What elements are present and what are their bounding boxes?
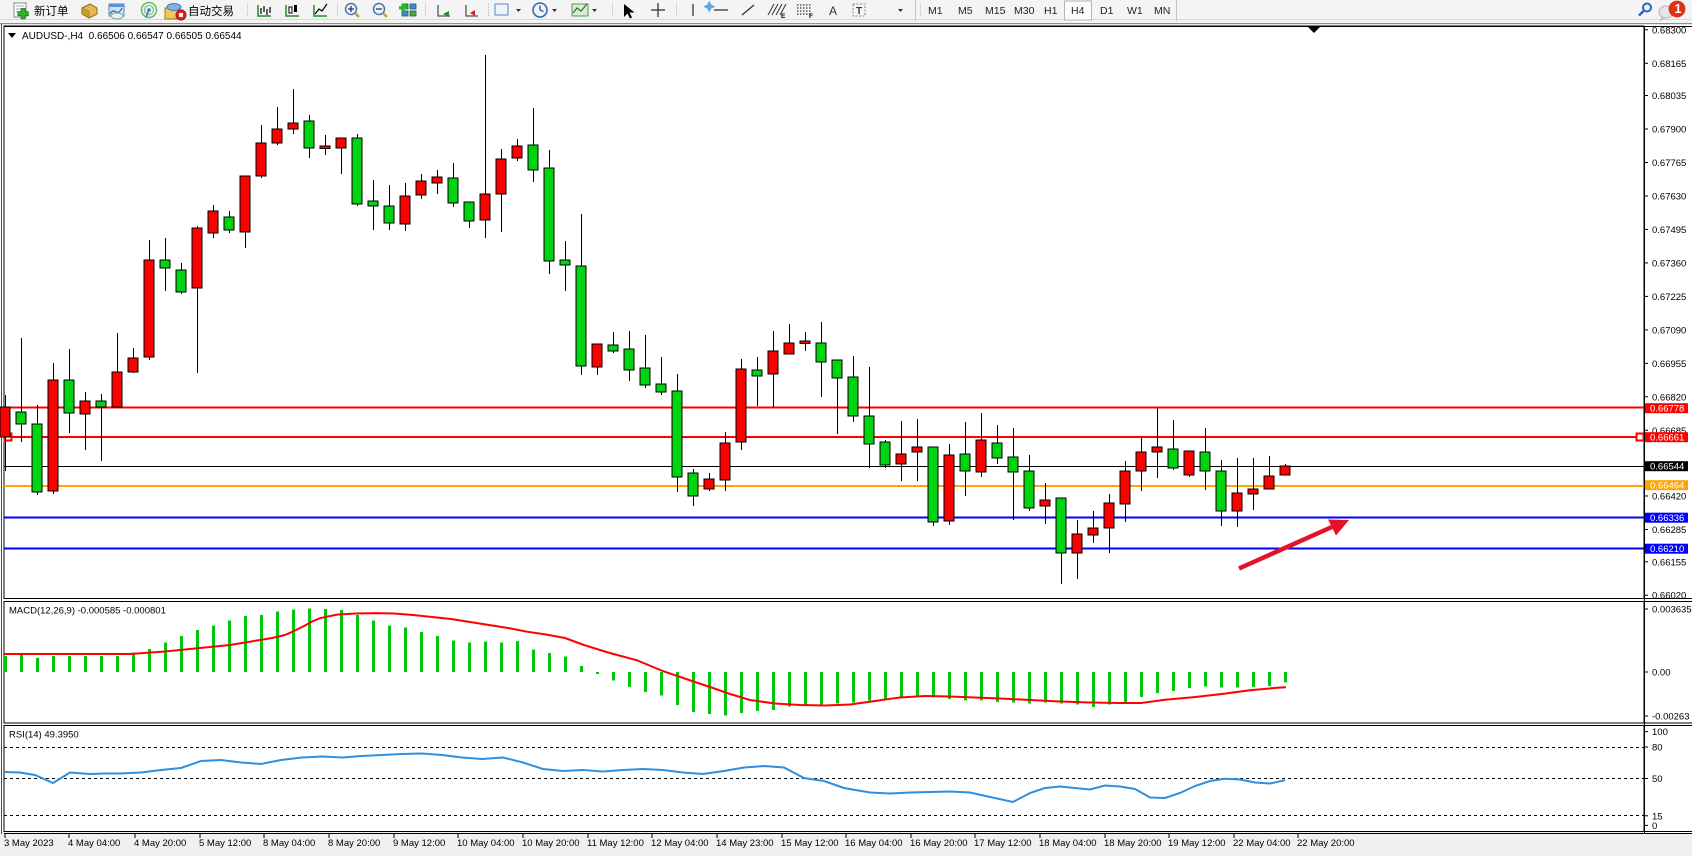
svg-text:0.66210: 0.66210: [1650, 544, 1684, 555]
svg-text:0.66336: 0.66336: [1650, 513, 1684, 524]
svg-text:0.66544: 0.66544: [1650, 462, 1684, 473]
svg-text:0.66661: 0.66661: [1650, 433, 1684, 444]
svg-text:17 May 12:00: 17 May 12:00: [974, 838, 1032, 849]
svg-text:100: 100: [1652, 727, 1668, 738]
svg-text:0.66820: 0.66820: [1652, 392, 1686, 403]
svg-text:19 May 12:00: 19 May 12:00: [1168, 838, 1226, 849]
svg-text:4 May 20:00: 4 May 20:00: [134, 838, 186, 849]
svg-text:9 May 12:00: 9 May 12:00: [393, 838, 445, 849]
svg-text:0.66020: 0.66020: [1652, 591, 1686, 602]
svg-text:0.67765: 0.67765: [1652, 158, 1686, 169]
svg-text:50: 50: [1652, 774, 1663, 785]
svg-text:0.66464: 0.66464: [1650, 481, 1684, 492]
svg-text:0.66685: 0.66685: [1652, 426, 1686, 437]
svg-text:M15: M15: [985, 5, 1006, 17]
svg-text:15 May 12:00: 15 May 12:00: [781, 838, 839, 849]
svg-text:4 May 04:00: 4 May 04:00: [68, 838, 120, 849]
svg-text:10 May 04:00: 10 May 04:00: [457, 838, 515, 849]
svg-text:M1: M1: [928, 5, 943, 17]
svg-text:0.67495: 0.67495: [1652, 225, 1686, 236]
svg-text:0: 0: [1652, 821, 1657, 832]
svg-text:11 May 12:00: 11 May 12:00: [587, 838, 644, 849]
svg-text:RSI(14) 49.3950: RSI(14) 49.3950: [9, 730, 79, 741]
svg-text:0.00: 0.00: [1652, 668, 1671, 679]
svg-text:0.67360: 0.67360: [1652, 258, 1686, 269]
svg-text:0.67090: 0.67090: [1652, 325, 1686, 336]
svg-text:18 May 20:00: 18 May 20:00: [1104, 838, 1162, 849]
svg-text:14 May 23:00: 14 May 23:00: [716, 838, 774, 849]
svg-text:1: 1: [1675, 2, 1682, 16]
svg-text:H1: H1: [1044, 5, 1058, 17]
svg-text:10 May 20:00: 10 May 20:00: [522, 838, 580, 849]
svg-text:0.68165: 0.68165: [1652, 59, 1686, 70]
svg-text:8 May 20:00: 8 May 20:00: [328, 838, 380, 849]
svg-text:W1: W1: [1127, 5, 1143, 17]
svg-text:22 May 20:00: 22 May 20:00: [1297, 838, 1355, 849]
svg-text:F: F: [809, 13, 813, 20]
svg-text:M5: M5: [958, 5, 973, 17]
svg-text:16 May 20:00: 16 May 20:00: [910, 838, 968, 849]
svg-text:M30: M30: [1014, 5, 1035, 17]
svg-text:0.66778: 0.66778: [1650, 404, 1684, 415]
svg-text:0.66955: 0.66955: [1652, 359, 1686, 370]
svg-text:16 May 04:00: 16 May 04:00: [845, 838, 903, 849]
svg-text:-0.00263: -0.00263: [1652, 712, 1690, 723]
svg-text:新订单: 新订单: [34, 4, 69, 18]
svg-text:12 May 04:00: 12 May 04:00: [651, 838, 709, 849]
svg-text:MACD(12,26,9) -0.000585 -0.000: MACD(12,26,9) -0.000585 -0.000801: [9, 606, 166, 617]
svg-text:0.68035: 0.68035: [1652, 91, 1686, 102]
svg-text:15: 15: [1652, 811, 1663, 822]
svg-text:D1: D1: [1100, 5, 1114, 17]
svg-text:0.003635: 0.003635: [1652, 605, 1692, 616]
svg-text:0.66420: 0.66420: [1652, 492, 1686, 503]
svg-text:0.67900: 0.67900: [1652, 125, 1686, 136]
svg-text:80: 80: [1652, 743, 1663, 754]
svg-text:18 May 04:00: 18 May 04:00: [1039, 838, 1097, 849]
svg-text:自动交易: 自动交易: [188, 4, 234, 18]
svg-text:0.68300: 0.68300: [1652, 25, 1686, 36]
svg-text:8 May 04:00: 8 May 04:00: [263, 838, 315, 849]
svg-text:0.67225: 0.67225: [1652, 292, 1686, 303]
svg-text:AUDUSD-,H4 0.66506 0.66547 0.: AUDUSD-,H4 0.66506 0.66547 0.66505 0.665…: [22, 31, 242, 42]
svg-text:A: A: [829, 4, 837, 18]
svg-text:0.66155: 0.66155: [1652, 557, 1686, 568]
svg-text:H4: H4: [1071, 5, 1085, 17]
svg-text:MN: MN: [1154, 5, 1170, 17]
svg-text:5 May 12:00: 5 May 12:00: [199, 838, 251, 849]
svg-text:E: E: [781, 13, 786, 20]
svg-text:22 May 04:00: 22 May 04:00: [1233, 838, 1291, 849]
svg-text:3 May 2023: 3 May 2023: [4, 838, 54, 849]
svg-text:0.66285: 0.66285: [1652, 525, 1686, 536]
svg-text:0.67630: 0.67630: [1652, 192, 1686, 203]
svg-text:T: T: [856, 6, 862, 17]
